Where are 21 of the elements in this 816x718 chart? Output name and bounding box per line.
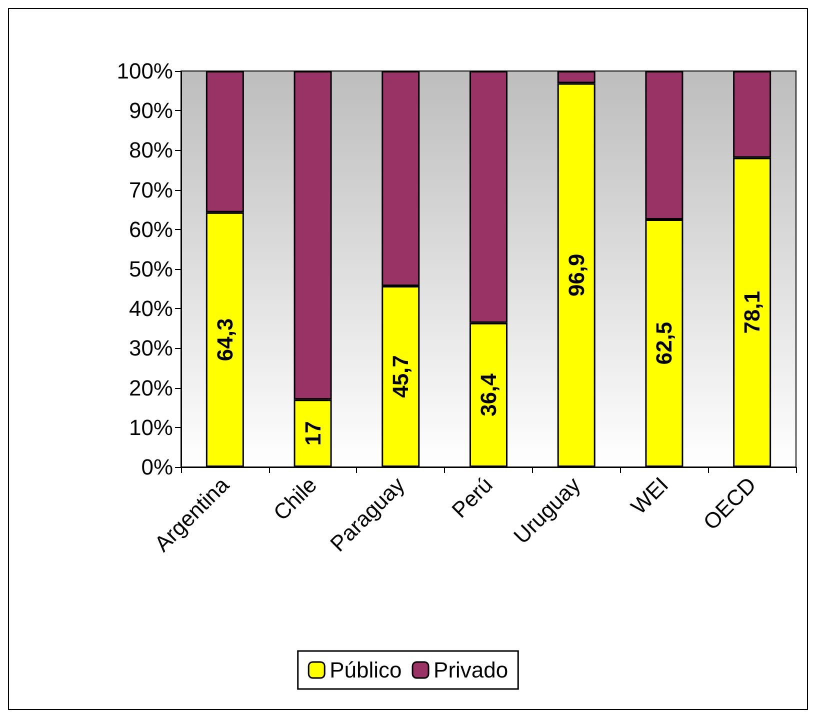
- data-label: 78,1: [740, 290, 765, 334]
- y-tick-label: 40%: [128, 296, 173, 322]
- data-label: 45,7: [388, 355, 414, 398]
- data-label: 64,3: [212, 318, 238, 362]
- y-tick-label: 20%: [128, 375, 173, 400]
- x-tick-label: WEI: [626, 472, 674, 520]
- legend-label: Privado: [434, 658, 508, 682]
- y-tick-label: 30%: [128, 336, 173, 361]
- data-label: 62,5: [652, 322, 677, 365]
- y-tick-label: 70%: [128, 177, 173, 202]
- y-tick-label: 60%: [128, 216, 173, 242]
- y-tick-label: 90%: [128, 98, 173, 124]
- legend-label: Público: [330, 658, 402, 682]
- data-label: 36,4: [476, 372, 501, 416]
- data-label: 17: [300, 421, 326, 446]
- y-tick-label: 80%: [128, 138, 173, 163]
- y-tick-label: 0%: [141, 454, 173, 480]
- data-label: 96,9: [564, 254, 589, 297]
- y-tick-label: 100%: [116, 58, 173, 84]
- y-tick-label: 10%: [128, 414, 173, 440]
- y-tick-label: 50%: [128, 256, 173, 282]
